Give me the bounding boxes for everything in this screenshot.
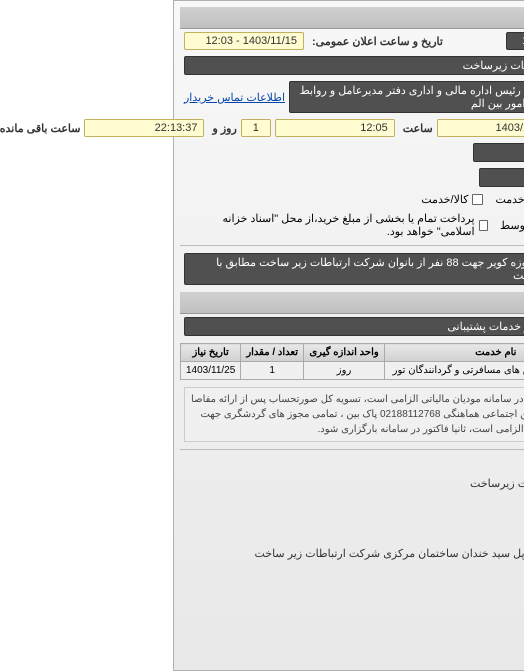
table-row: 179-ر-791فعالیت های آژانس های مسافرتی و … — [8, 362, 517, 380]
bc-org: شرکت ارتباطات زیرساخت — [297, 478, 420, 490]
table-cell: 1 — [484, 362, 516, 380]
cc-fname: باقر — [473, 609, 491, 621]
days-value: 1 — [68, 119, 98, 137]
bc-phone: 88112783-021 — [384, 530, 454, 542]
svc-group-label: گروه خدمت: — [455, 320, 513, 333]
deadline-date: 1403/11/17 — [264, 119, 384, 137]
cc-lname: مهربد — [421, 626, 447, 638]
creator-contact-title: اطلاعات ایجاد کننده درخواست: — [13, 589, 511, 607]
buyer-contact-title: اطلاعات تماس سازمان خریدار: — [13, 458, 511, 476]
notes-label: توضیحات خریدار: — [434, 387, 513, 400]
radio-goods-label: کالا — [379, 193, 394, 206]
radio-small[interactable]: جزیی — [389, 219, 429, 232]
need-desc-label: شرح کلی نیاز: — [448, 263, 513, 276]
group-label: طبقه بندی موضوعی: — [417, 193, 513, 206]
services-table: ردیفکد خدمتنام خدمتواحد اندازه گیریتعداد… — [7, 343, 517, 380]
time-label: ساعت — [230, 122, 260, 135]
radio-service-label: خدمت — [322, 193, 351, 206]
bc-province-label: استان: — [480, 495, 511, 507]
panel-title: جزئیات اطلاعات نیاز — [7, 7, 517, 29]
bc-province: تهران — [452, 495, 477, 507]
province-label: استان محل تحویل: — [428, 146, 513, 159]
radio-small-label: جزیی — [389, 219, 414, 232]
table-header: ردیف — [484, 344, 516, 362]
table-cell: 1403/11/25 — [8, 362, 68, 380]
radio-goods-service[interactable]: کالا/خدمت — [248, 193, 310, 206]
requester-label: ایجاد کننده درخواست: — [413, 91, 513, 104]
table-cell: 1 — [68, 362, 131, 380]
number-label: شماره نیاز: — [461, 35, 513, 48]
table-header: تعداد / مقدار — [68, 344, 131, 362]
radio-service[interactable]: خدمت — [322, 193, 366, 206]
table-header: کد خدمت — [434, 344, 484, 362]
buyer-value: شرکت ارتباطات زیرساخت — [11, 56, 419, 75]
pay-desc: پرداخت تمام یا بخشی از مبلغ خرید،از محل … — [19, 212, 302, 238]
cc-lname-label: نام خانوادگی: — [450, 626, 511, 638]
datetime-value: 1403/11/15 - 12:03 — [11, 32, 131, 50]
remain-time: 22:13:37 — [0, 119, 31, 137]
requester-contact-link[interactable]: اطلاعات تماس خریدار — [11, 91, 112, 104]
cc-phone: 88112755-021 — [384, 644, 454, 656]
table-cell: 79-ر-791 — [434, 362, 484, 380]
radio-gs-label: کالا/خدمت — [248, 193, 295, 206]
table-cell: روز — [131, 362, 212, 380]
bc-org-label: نام سازمان خریدار: — [423, 478, 511, 490]
table-header: نام خدمت — [212, 344, 434, 362]
table-header: تاریخ نیاز — [8, 344, 68, 362]
process-label: نوع فرآیند خرید : — [437, 219, 513, 232]
radio-goods[interactable]: کالا — [379, 193, 409, 206]
checkbox-pay[interactable]: پرداخت تمام یا بخشی از مبلغ خرید،از محل … — [19, 212, 315, 238]
requester-value: باقر مهربد رئیس اداره مالی و اداری دفتر … — [116, 81, 405, 113]
radio-medium[interactable]: متوسط — [327, 219, 377, 232]
datetime-label: تاریخ و ساعت اعلان عمومی: — [139, 35, 270, 48]
svc-group-value: فعالیت های اداری و خدمات پشتیبانی — [11, 317, 447, 336]
bc-fax-label: دورنگار: — [474, 513, 511, 525]
province-value: تهران — [300, 143, 420, 162]
cc-fname-label: نام: — [494, 609, 511, 621]
bc-addr-label: آدرس پستی: — [452, 548, 511, 560]
days-label: روز و — [39, 122, 63, 135]
table-cell: فعالیت های آژانس های مسافرتی و گردانندگا… — [212, 362, 434, 380]
number-value: 1103001022002803 — [333, 32, 453, 50]
cc-phone-label: تلفن تماس: — [457, 644, 511, 656]
services-title: اطلاعات خدمات مورد نیاز — [7, 292, 517, 314]
city-label: شهر محل تحویل: — [434, 171, 513, 184]
deadline-time: 12:05 — [102, 119, 222, 137]
city-value: تهران — [306, 168, 426, 187]
bc-phone-label: تلفن تماس: — [457, 530, 511, 542]
bc-fax: 88112230-021 — [401, 513, 471, 525]
need-desc-value: برگزاری تور یک روزه کویر جهت 88 نفر از ب… — [11, 253, 440, 285]
notes-value: فاکتور ثبت شده در سامانه مودیان مالیاتی … — [11, 387, 426, 442]
buyer-label: نام دستگاه خریدار: — [427, 59, 513, 72]
radio-medium-label: متوسط — [327, 219, 362, 232]
bc-addr: خ شریعتی نرسیده به پل سید خندان ساختمان … — [81, 548, 449, 560]
deadline-label: مهلت ارسال پاسخ: تا تاریخ — [392, 122, 513, 135]
table-header: واحد اندازه گیری — [131, 344, 212, 362]
